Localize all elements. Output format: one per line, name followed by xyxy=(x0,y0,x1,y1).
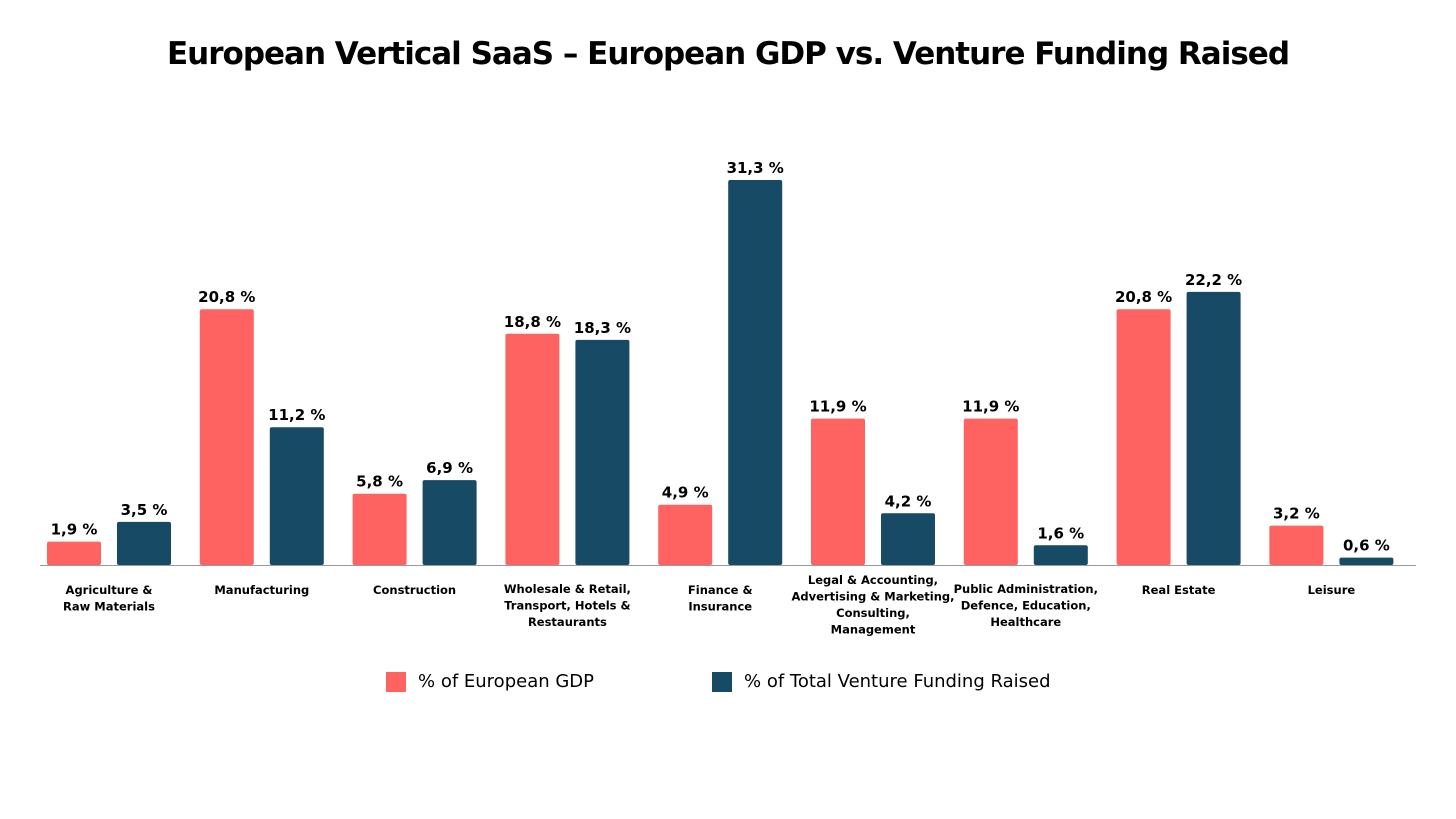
value-label-gdp-agriculture-raw-materials: 1,9 % xyxy=(51,521,98,539)
bar-gdp-real-estate xyxy=(1116,309,1171,565)
value-label-funding-leisure: 0,6 % xyxy=(1343,537,1390,555)
legend-label-gdp: % of European GDP xyxy=(418,671,595,692)
legend-swatch-gdp xyxy=(386,671,406,692)
bar-funding-wholesale-retail-transport-hotels-restaurants xyxy=(575,339,630,565)
category-label-real-estate: Real Estate xyxy=(1142,583,1216,597)
value-label-funding-legal-accounting-advertising-marketing-consulting-management: 4,2 % xyxy=(885,492,932,510)
value-label-gdp-leisure: 3,2 % xyxy=(1273,505,1320,523)
value-label-gdp-wholesale-retail-transport-hotels-restaurants: 18,8 % xyxy=(504,313,561,331)
bar-funding-construction xyxy=(422,480,477,565)
legend-item-gdp: % of European GDP xyxy=(386,671,594,692)
bar-gdp-wholesale-retail-transport-hotels-restaurants xyxy=(505,333,560,565)
bar-funding-real-estate xyxy=(1186,291,1241,565)
value-label-funding-finance-insurance: 31,3 % xyxy=(727,159,784,177)
category-label-wholesale-retail-transport-hotels-restaurants: Wholesale & Retail, Transport, Hotels & Re… xyxy=(504,582,631,629)
value-label-gdp-real-estate: 20,8 % xyxy=(1115,288,1172,306)
value-label-funding-agriculture-raw-materials: 3,5 % xyxy=(121,501,168,519)
legend-item-funding: % of Total Venture Funding Raised xyxy=(712,671,1051,692)
category-label-leisure: Leisure xyxy=(1308,583,1356,597)
value-label-gdp-legal-accounting-advertising-marketing-consulting-management: 11,9 % xyxy=(809,398,866,416)
value-label-funding-real-estate: 22,2 % xyxy=(1185,271,1242,289)
category-label-agriculture-raw-materials: Agriculture & Raw Materials xyxy=(63,583,155,614)
bar-funding-legal-accounting-advertising-marketing-consulting-management xyxy=(881,513,935,565)
bar-funding-finance-insurance xyxy=(728,180,783,565)
bar-gdp-legal-accounting-advertising-marketing-consulting-management xyxy=(811,418,865,565)
category-label-finance-insurance: Finance & Insurance xyxy=(688,583,753,614)
bar-chart: 1,9 % 3,5 % 20,8 % 11,2 % 5,8 % 6,9 % 18,8 % 18… xyxy=(40,159,1416,637)
bar-gdp-finance-insurance xyxy=(658,504,713,565)
bar-funding-manufacturing xyxy=(269,427,324,565)
value-label-funding-wholesale-retail-transport-hotels-restaurants: 18,3 % xyxy=(574,319,631,337)
value-label-funding-public-administration-defence-education-healthcare: 1,6 % xyxy=(1037,524,1084,542)
bar-gdp-leisure xyxy=(1269,525,1324,565)
bar-funding-agriculture-raw-materials xyxy=(117,521,171,565)
value-labels-layer: 1,9 % 3,5 % 20,8 % 11,2 % 5,8 % 6,9 % 18,8 % 18… xyxy=(51,159,1390,555)
bar-gdp-manufacturing xyxy=(199,309,254,565)
value-label-funding-construction: 6,9 % xyxy=(426,459,473,477)
bar-gdp-public-administration-defence-education-healthcare xyxy=(963,418,1018,565)
bar-gdp-agriculture-raw-materials xyxy=(47,541,101,565)
value-label-gdp-finance-insurance: 4,9 % xyxy=(662,484,709,502)
bar-gdp-construction xyxy=(352,493,407,565)
category-label-public-administration-defence-education-healthcare: Public Administration, Defence, Education… xyxy=(954,582,1098,629)
category-label-construction: Construction xyxy=(373,583,456,597)
category-labels-layer: Agriculture & Raw Materials Manufacturing C… xyxy=(63,573,1355,637)
legend-label-funding: % of Total Venture Funding Raised xyxy=(744,671,1051,692)
category-label-legal-accounting-advertising-marketing-consulting-management: Legal & Accounting, Advertising & Marketi… xyxy=(791,573,954,637)
bars-layer xyxy=(47,180,1394,565)
value-label-gdp-manufacturing: 20,8 % xyxy=(198,288,255,306)
legend-swatch-funding xyxy=(712,671,732,692)
value-label-gdp-public-administration-defence-education-healthcare: 11,9 % xyxy=(962,398,1019,416)
value-label-funding-manufacturing: 11,2 % xyxy=(268,406,325,424)
bar-funding-public-administration-defence-education-healthcare xyxy=(1033,545,1088,565)
value-label-gdp-construction: 5,8 % xyxy=(356,473,403,491)
category-label-manufacturing: Manufacturing xyxy=(214,583,309,597)
chart-title: European Vertical SaaS – European GDP vs… xyxy=(166,36,1290,72)
bar-funding-leisure xyxy=(1339,557,1394,565)
